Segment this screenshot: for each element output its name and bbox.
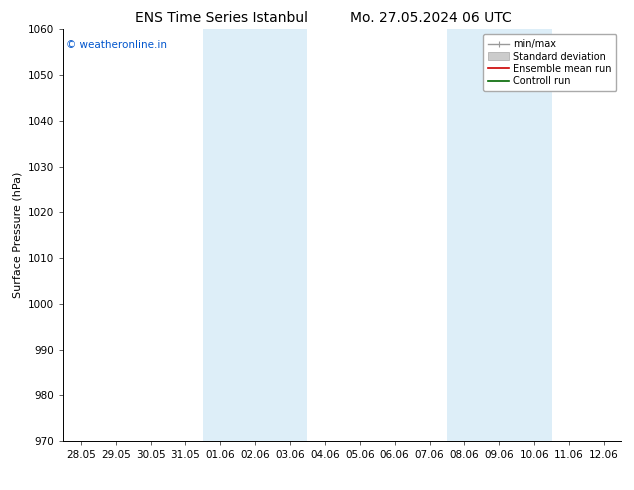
Bar xyxy=(447,29,552,441)
Text: Mo. 27.05.2024 06 UTC: Mo. 27.05.2024 06 UTC xyxy=(350,11,512,25)
Y-axis label: Surface Pressure (hPa): Surface Pressure (hPa) xyxy=(13,172,23,298)
Text: ENS Time Series Istanbul: ENS Time Series Istanbul xyxy=(136,11,308,25)
Bar xyxy=(203,29,307,441)
Legend: min/max, Standard deviation, Ensemble mean run, Controll run: min/max, Standard deviation, Ensemble me… xyxy=(483,34,616,91)
Text: © weatheronline.in: © weatheronline.in xyxy=(66,40,167,49)
